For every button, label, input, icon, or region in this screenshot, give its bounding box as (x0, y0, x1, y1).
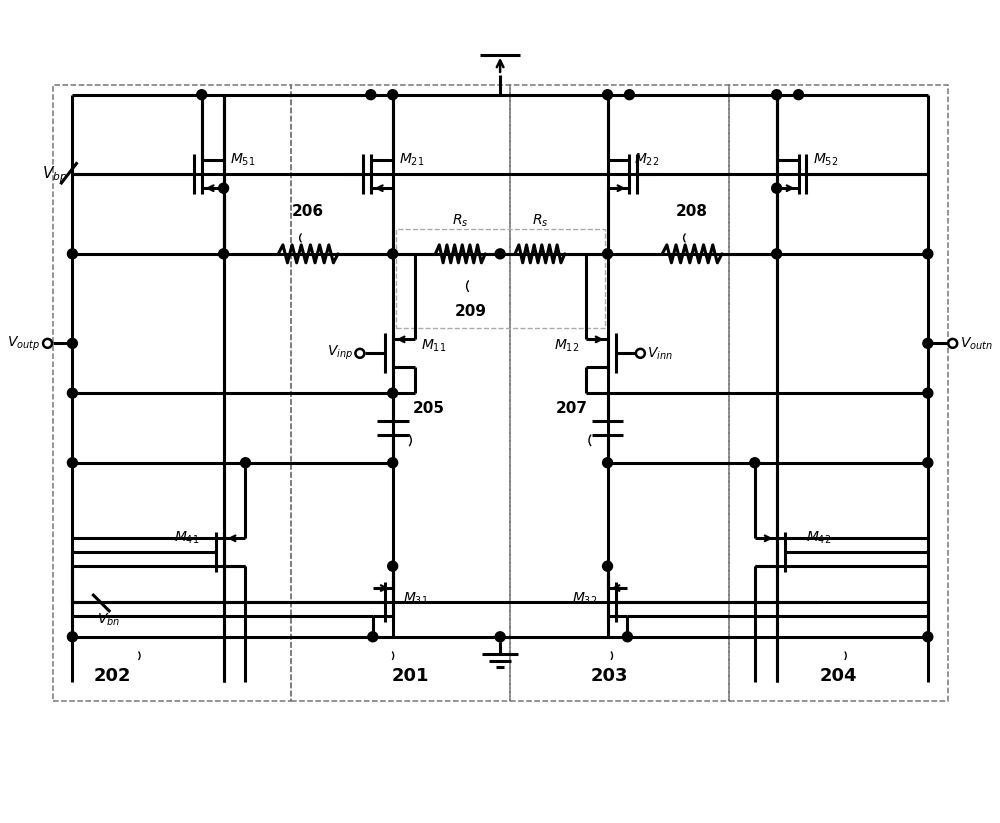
Text: $R_s$: $R_s$ (452, 212, 469, 229)
Circle shape (923, 338, 933, 348)
Text: 205: 205 (413, 401, 445, 416)
Circle shape (67, 632, 77, 642)
Circle shape (603, 458, 613, 467)
Circle shape (495, 632, 505, 642)
Circle shape (923, 458, 933, 467)
Text: $M_{21}$: $M_{21}$ (399, 151, 424, 168)
Circle shape (388, 561, 398, 571)
Circle shape (772, 90, 782, 100)
Circle shape (67, 338, 77, 348)
Text: $M_{32}$: $M_{32}$ (572, 591, 598, 607)
Circle shape (772, 184, 782, 193)
Circle shape (388, 249, 398, 258)
Circle shape (197, 90, 207, 100)
Text: 206: 206 (292, 204, 324, 219)
Bar (53, 85, 291, 701)
Circle shape (603, 90, 613, 100)
Text: 209: 209 (454, 304, 486, 319)
Circle shape (67, 388, 77, 398)
Text: 208: 208 (676, 204, 708, 219)
Text: 204: 204 (820, 667, 857, 685)
Text: $M_{42}$: $M_{42}$ (806, 529, 832, 546)
Circle shape (388, 388, 398, 398)
Circle shape (388, 90, 398, 100)
Circle shape (495, 249, 505, 258)
Text: $M_{11}$: $M_{11}$ (421, 337, 446, 354)
Circle shape (750, 458, 760, 467)
Bar (729, 85, 948, 701)
Text: $M_{12}$: $M_{12}$ (554, 337, 580, 354)
Text: 207: 207 (556, 401, 588, 416)
Text: $V_{bp}$: $V_{bp}$ (42, 164, 67, 184)
Text: $M_{51}$: $M_{51}$ (230, 151, 255, 168)
Text: 201: 201 (392, 667, 429, 685)
Circle shape (772, 249, 782, 258)
Text: $V_{inn}$: $V_{inn}$ (647, 345, 673, 361)
Text: $M_{22}$: $M_{22}$ (634, 151, 660, 168)
Circle shape (219, 249, 229, 258)
Circle shape (241, 458, 250, 467)
Circle shape (603, 249, 613, 258)
Text: $V_{inp}$: $V_{inp}$ (327, 344, 353, 362)
Circle shape (219, 184, 229, 193)
Text: $M_{31}$: $M_{31}$ (403, 591, 428, 607)
Text: $M_{52}$: $M_{52}$ (813, 151, 839, 168)
Text: 203: 203 (591, 667, 628, 685)
Circle shape (366, 90, 376, 100)
Circle shape (923, 249, 933, 258)
Circle shape (67, 458, 77, 467)
Text: 202: 202 (93, 667, 131, 685)
Circle shape (368, 632, 378, 642)
Text: $M_{41}$: $M_{41}$ (174, 529, 199, 546)
Bar (396, 229, 605, 328)
Text: $R_s$: $R_s$ (532, 212, 548, 229)
Circle shape (622, 632, 632, 642)
Circle shape (923, 632, 933, 642)
Text: $V_{bn}$: $V_{bn}$ (97, 612, 120, 628)
Circle shape (67, 249, 77, 258)
Circle shape (624, 90, 634, 100)
Text: $V_{outp}$: $V_{outp}$ (7, 334, 41, 352)
Bar (291, 85, 510, 701)
Circle shape (603, 561, 613, 571)
Circle shape (388, 458, 398, 467)
Bar (510, 85, 729, 701)
Text: $V_{outn}$: $V_{outn}$ (960, 335, 993, 351)
Circle shape (794, 90, 803, 100)
Circle shape (923, 388, 933, 398)
